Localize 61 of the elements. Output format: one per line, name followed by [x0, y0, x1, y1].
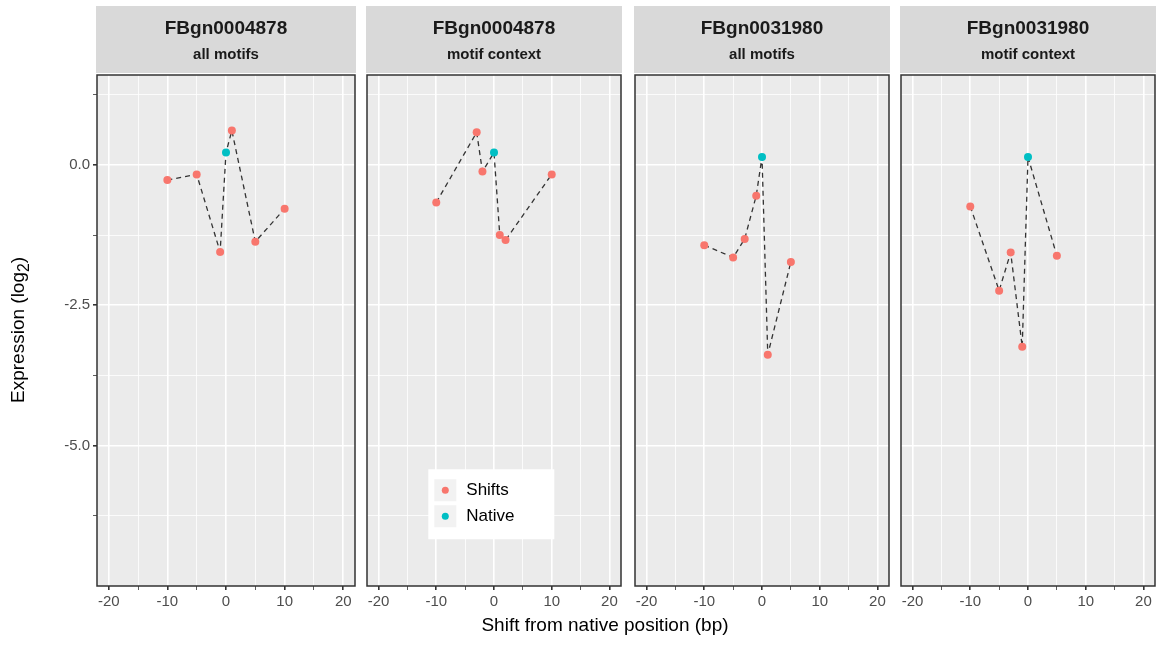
x-tick-label: -20 [367, 592, 390, 610]
point [472, 128, 481, 137]
chart-subtitle: all motifs [193, 45, 259, 62]
point [432, 198, 441, 207]
x-tick-label: 20 [601, 592, 618, 610]
x-tick-label: 10 [543, 592, 561, 610]
point [700, 241, 709, 250]
chart-title: FBgn0031980 [966, 17, 1090, 38]
x-tick-label: 10 [811, 592, 829, 610]
chart-subtitle: motif context [980, 45, 1076, 62]
x-tick-label: -10 [425, 592, 448, 610]
x-tick-label: 0 [757, 592, 767, 610]
point [740, 234, 749, 243]
x-tick-label: 0 [221, 592, 231, 610]
x-tick-label: -10 [693, 592, 716, 610]
x-tick-label: -20 [97, 592, 120, 610]
point [763, 350, 772, 359]
x-tick-label: 10 [276, 592, 293, 610]
y-tick-label: 0.0 [69, 154, 90, 172]
x-tick-label: -20 [901, 592, 924, 610]
point [501, 236, 510, 245]
x-tick-label: 0 [489, 592, 499, 610]
chart-subtitle: motif context [446, 45, 542, 62]
x-tick-label: 20 [869, 592, 886, 610]
x-tick-label: 0 [1023, 592, 1033, 610]
point [752, 191, 761, 200]
point [1024, 152, 1032, 161]
x-tick-label: 20 [334, 592, 352, 610]
point [251, 237, 260, 246]
point [222, 148, 230, 157]
x-tick-label: -10 [959, 592, 982, 610]
point [729, 253, 738, 262]
point [227, 126, 236, 135]
y-tick-label: -2.5 [64, 295, 90, 313]
legend-label: Shifts [466, 479, 509, 499]
x-tick-label: 20 [1135, 592, 1152, 610]
point [547, 170, 556, 179]
point [192, 170, 201, 179]
point [995, 286, 1004, 295]
chart-subtitle: all motifs [729, 45, 795, 62]
point [495, 231, 504, 240]
y-tick-label: -5.0 [64, 435, 90, 453]
point [1052, 251, 1061, 260]
point [280, 204, 289, 213]
point [758, 152, 766, 161]
point [478, 167, 487, 176]
point [966, 202, 975, 211]
x-tick-label: -10 [156, 592, 179, 610]
point [1006, 248, 1015, 257]
x-axis-title: Shift from native position (bp) [480, 614, 730, 636]
point [786, 257, 795, 266]
point [490, 148, 498, 157]
point [1018, 342, 1027, 351]
chart-title: FBgn0004878 [432, 17, 556, 38]
point [163, 176, 172, 185]
point [216, 247, 225, 256]
x-tick-label: -20 [635, 592, 658, 610]
x-tick-label: 10 [1077, 592, 1095, 610]
legend-label: Native [466, 505, 515, 525]
chart-title: FBgn0004878 [164, 17, 288, 38]
chart-title: FBgn0031980 [700, 17, 824, 38]
